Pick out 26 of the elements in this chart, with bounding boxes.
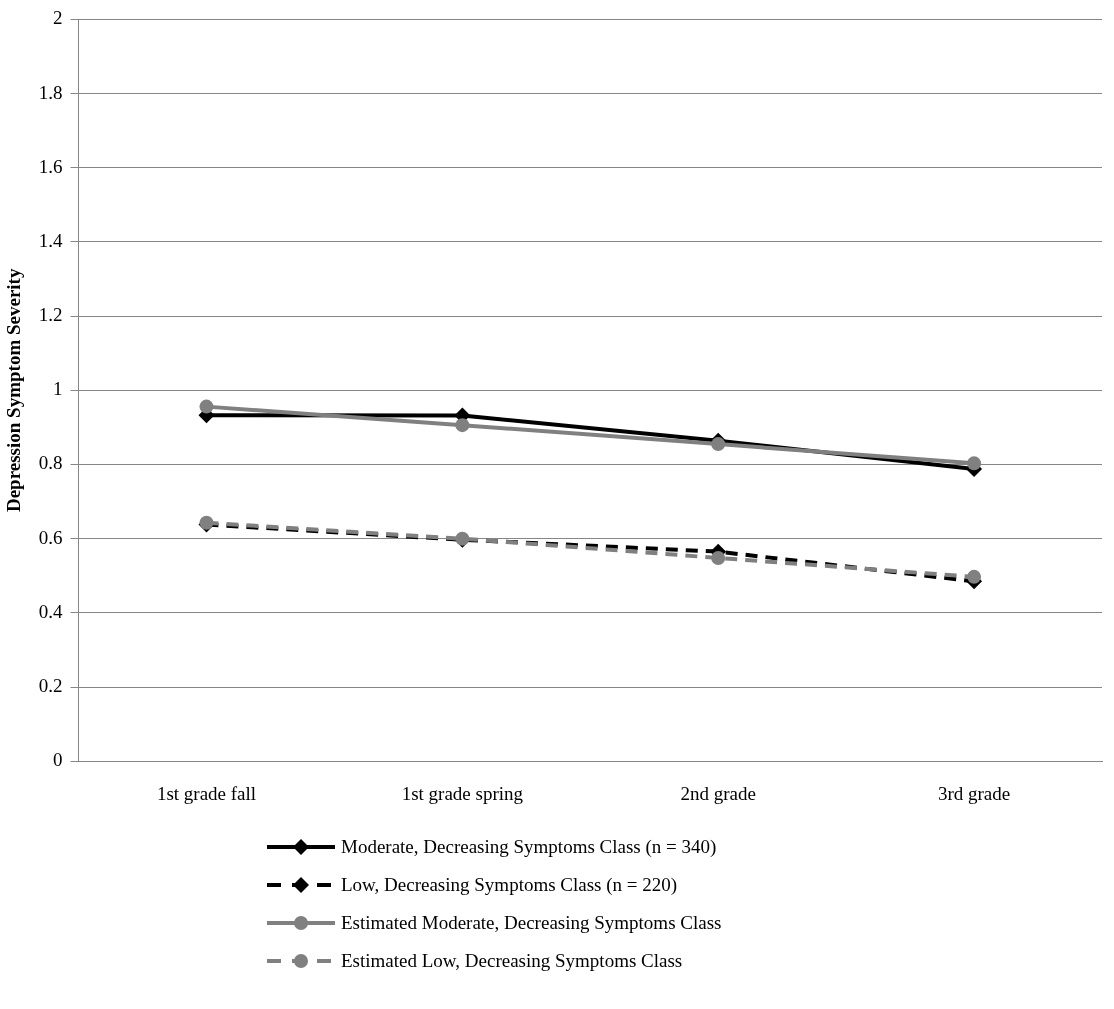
x-tick-label: 1st grade spring xyxy=(401,782,524,804)
y-tick-label: 0.4 xyxy=(38,600,64,622)
y-tick-label: 1.2 xyxy=(38,304,63,326)
y-tick-label: 0.8 xyxy=(38,452,63,474)
point xyxy=(967,569,982,584)
point xyxy=(711,437,726,452)
y-tick-label: 0.6 xyxy=(38,526,63,548)
x-tick-label: 3rd grade xyxy=(937,782,1011,804)
x-tick-label: 2nd grade xyxy=(680,782,756,804)
y-tick-label: 1.8 xyxy=(38,81,63,103)
point xyxy=(199,399,214,414)
legend-label: Low, Decreasing Symptoms Class (n = 220) xyxy=(341,874,678,896)
legend-label: Estimated Moderate, Decreasing Symptoms Class xyxy=(341,912,722,934)
y-tick-label: 1 xyxy=(53,378,63,400)
x-tick-label: 1st grade fall xyxy=(156,782,257,804)
point xyxy=(967,456,982,471)
y-axis-title: Depression Symptom Severity xyxy=(3,268,25,513)
legend-label: Moderate, Decreasing Symptoms Class (n = 340) xyxy=(341,836,717,858)
legend-label: Estimated Low, Decreasing Symptoms Class xyxy=(341,950,683,972)
y-tick-label: 1.6 xyxy=(38,155,63,177)
point xyxy=(711,550,726,565)
y-tick-label: 1.4 xyxy=(38,229,64,251)
point xyxy=(455,418,470,433)
y-tick-label: 2 xyxy=(53,7,63,29)
y-tick-label: 0.2 xyxy=(38,675,63,696)
y-tick-label: 0 xyxy=(53,749,63,771)
